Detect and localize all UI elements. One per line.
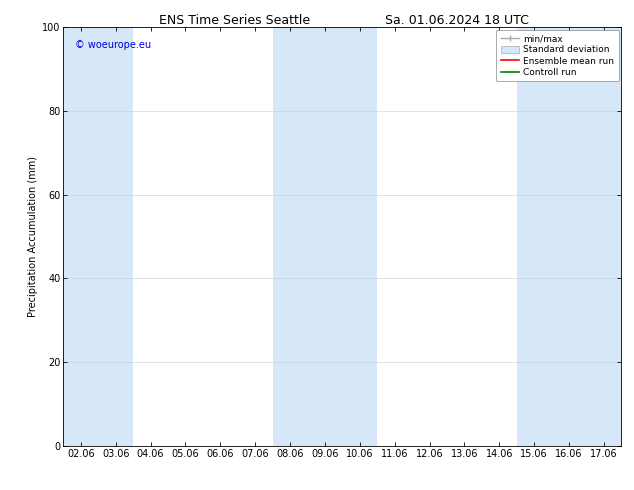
Text: ENS Time Series Seattle: ENS Time Series Seattle [159, 14, 310, 27]
Bar [63, 27, 133, 446]
Bar [273, 27, 377, 446]
Text: © woeurope.eu: © woeurope.eu [75, 40, 151, 49]
Y-axis label: Precipitation Accumulation (mm): Precipitation Accumulation (mm) [28, 156, 38, 317]
Text: Sa. 01.06.2024 18 UTC: Sa. 01.06.2024 18 UTC [385, 14, 528, 27]
Legend: min/max, Standard deviation, Ensemble mean run, Controll run: min/max, Standard deviation, Ensemble me… [496, 30, 619, 81]
Bar [517, 27, 621, 446]
